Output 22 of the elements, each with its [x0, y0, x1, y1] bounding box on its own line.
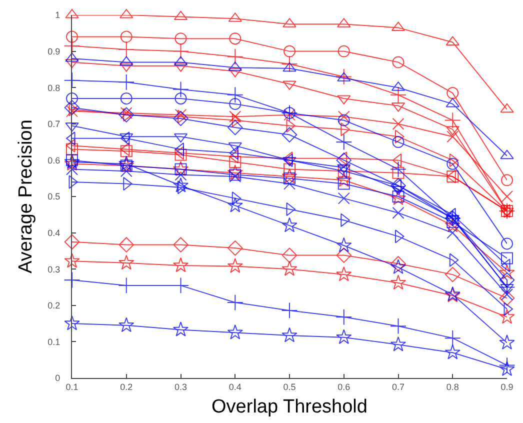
y-tick-label: 0.5 [48, 192, 60, 202]
x-tick-label: 0.2 [120, 382, 133, 392]
x-tick-label: 0.8 [446, 382, 459, 392]
x-tick-label: 0.1 [66, 382, 78, 392]
x-tick-label: 0.6 [338, 382, 350, 392]
x-axis-title: Overlap Threshold [212, 396, 368, 418]
x-tick-label: 0.4 [228, 382, 242, 392]
y-tick-label: 0.3 [48, 264, 60, 274]
x-tick-label: 0.5 [283, 382, 296, 392]
y-axis-title: Average Precision [16, 120, 37, 274]
y-tick-label: 0.7 [48, 119, 60, 130]
x-tick-label: 0.3 [174, 382, 188, 392]
y-tick-label: 0.8 [48, 82, 60, 93]
y-tick-label: 0 [55, 373, 60, 384]
y-tick-label: 0.4 [48, 228, 60, 238]
y-tick-label: 0.1 [48, 336, 60, 347]
x-tick-label: 0.9 [500, 382, 514, 392]
y-tick-label: 0.6 [48, 155, 60, 166]
y-tick-label: 0.2 [48, 300, 60, 311]
y-tick-label: 1 [55, 10, 60, 20]
y-tick-label: 0.9 [48, 46, 60, 56]
x-tick-label: 0.7 [392, 382, 405, 392]
